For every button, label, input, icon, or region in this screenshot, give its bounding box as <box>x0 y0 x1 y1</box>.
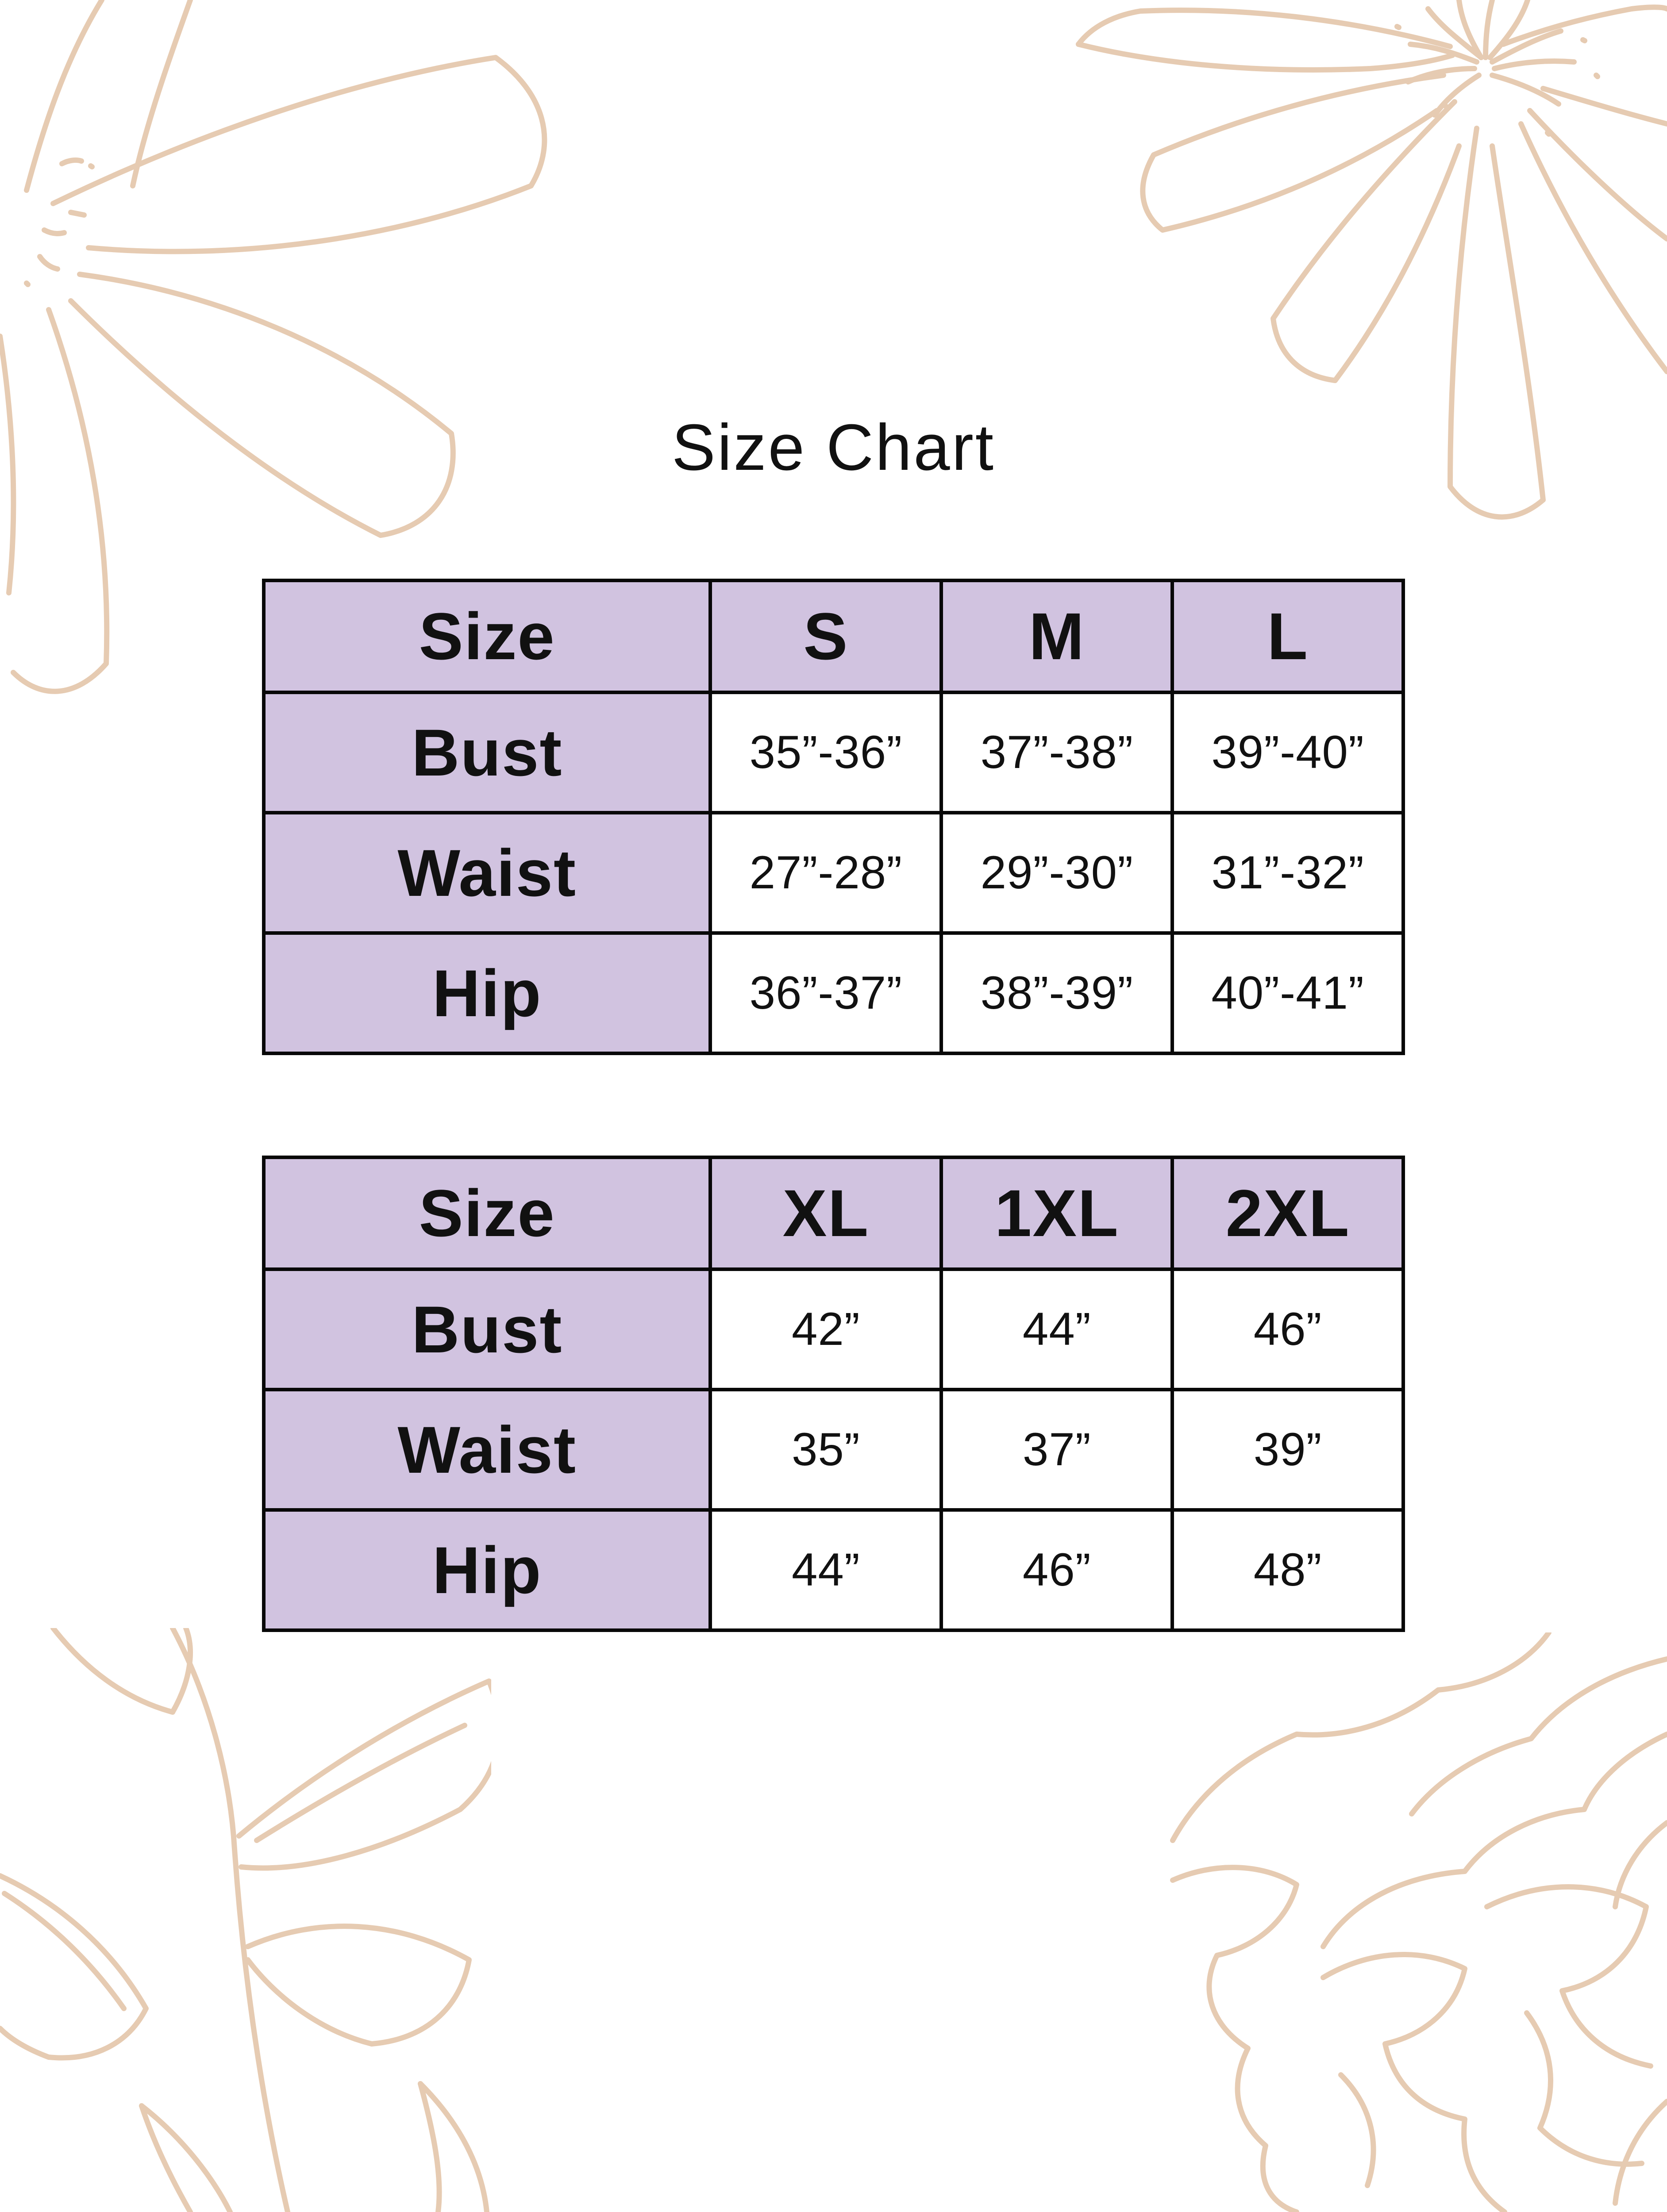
t1-col-m-header: M <box>939 579 1174 694</box>
t2-hip-1xl-value: 46” <box>939 1508 1174 1632</box>
t1-size-header: Size <box>262 579 712 694</box>
t2-bust-1xl-value: 44” <box>939 1267 1174 1391</box>
t1-waist-label: Waist <box>262 811 712 935</box>
t1-waist-l-value: 31”-32” <box>1170 811 1405 935</box>
t1-hip-label: Hip <box>262 931 712 1055</box>
t2-col-xl-header: XL <box>708 1156 943 1271</box>
t1-hip-row: Hip 36”-37” 38”-39” 40”-41” <box>262 931 1405 1055</box>
t2-waist-xl-value: 35” <box>708 1388 943 1512</box>
bottom-left-leaves-art <box>0 1628 491 2212</box>
t1-bust-m-value: 37”-38” <box>939 691 1174 814</box>
t2-bust-2xl-value: 46” <box>1170 1267 1405 1391</box>
t1-bust-s-value: 35”-36” <box>708 691 943 814</box>
t1-hip-l-value: 40”-41” <box>1170 931 1405 1055</box>
t2-col-1xl-header: 1XL <box>939 1156 1174 1271</box>
t2-bust-row: Bust 42” 44” 46” <box>262 1267 1405 1391</box>
t2-size-header: Size <box>262 1156 712 1271</box>
t1-col-l-header: L <box>1170 579 1405 694</box>
t1-waist-m-value: 29”-30” <box>939 811 1174 935</box>
t1-header-row: Size S M L <box>262 579 1405 694</box>
t2-hip-2xl-value: 48” <box>1170 1508 1405 1632</box>
t2-waist-row: Waist 35” 37” 39” <box>262 1388 1405 1512</box>
t1-bust-l-value: 39”-40” <box>1170 691 1405 814</box>
t2-hip-xl-value: 44” <box>708 1508 943 1632</box>
t2-col-2xl-header: 2XL <box>1170 1156 1405 1271</box>
t1-waist-row: Waist 27”-28” 29”-30” 31”-32” <box>262 811 1405 935</box>
size-table-sml: Size S M L Bust 35”-36” 37”-38” 39”-40” … <box>262 579 1405 1055</box>
t1-bust-label: Bust <box>262 691 712 814</box>
t2-bust-xl-value: 42” <box>708 1267 943 1391</box>
t1-hip-s-value: 36”-37” <box>708 931 943 1055</box>
t2-waist-1xl-value: 37” <box>939 1388 1174 1512</box>
top-right-flower-art <box>1076 0 1667 520</box>
t1-bust-row: Bust 35”-36” 37”-38” 39”-40” <box>262 691 1405 814</box>
t2-header-row: Size XL 1XL 2XL <box>262 1156 1405 1271</box>
t2-waist-2xl-value: 39” <box>1170 1388 1405 1512</box>
t1-col-s-header: S <box>708 579 943 694</box>
t1-hip-m-value: 38”-39” <box>939 931 1174 1055</box>
top-left-flower-art <box>0 0 547 694</box>
t2-hip-row: Hip 44” 46” 48” <box>262 1508 1405 1632</box>
page-title: Size Chart <box>672 411 995 484</box>
bottom-right-flower-art <box>1170 1632 1667 2212</box>
t2-hip-label: Hip <box>262 1508 712 1632</box>
t2-bust-label: Bust <box>262 1267 712 1391</box>
t1-waist-s-value: 27”-28” <box>708 811 943 935</box>
t2-waist-label: Waist <box>262 1388 712 1512</box>
size-table-xl: Size XL 1XL 2XL Bust 42” 44” 46” Waist 3… <box>262 1156 1405 1632</box>
